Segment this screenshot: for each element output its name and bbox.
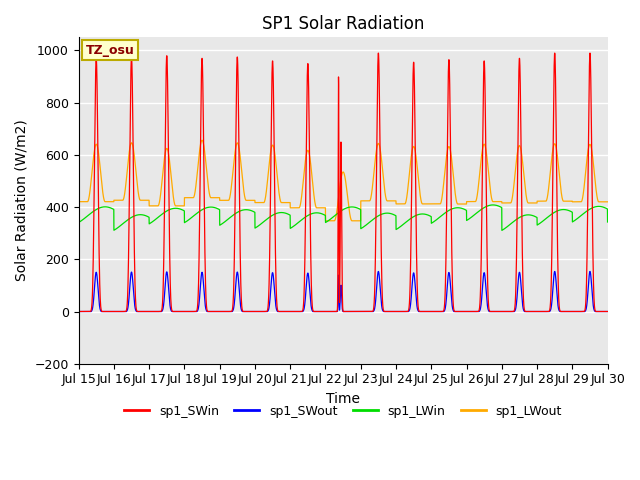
sp1_LWin [432, 217, 440, 223]
sp1_LWin [604, 206, 611, 212]
sp1_SWout [374, 269, 382, 275]
sp1_SWout [323, 309, 331, 314]
sp1_SWin [374, 50, 382, 56]
sp1_LWout [322, 218, 330, 224]
sp1_LWin [498, 228, 506, 233]
sp1_SWin [604, 309, 611, 314]
Line: sp1_SWin: sp1_SWin [79, 53, 607, 312]
sp1_LWout [198, 137, 206, 143]
sp1_SWin [603, 309, 611, 314]
sp1_LWout [324, 218, 332, 224]
sp1_SWout [492, 309, 499, 314]
sp1_SWout [170, 309, 177, 314]
sp1_LWin [492, 202, 499, 208]
sp1_LWin [489, 202, 497, 208]
sp1_SWin [461, 309, 469, 314]
Text: TZ_osu: TZ_osu [86, 44, 134, 57]
sp1_SWout [603, 309, 611, 314]
sp1_LWin [461, 207, 469, 213]
sp1_LWout [75, 199, 83, 204]
sp1_LWout [433, 201, 440, 207]
sp1_SWout [461, 309, 469, 314]
sp1_SWin [170, 309, 177, 314]
Title: SP1 Solar Radiation: SP1 Solar Radiation [262, 15, 424, 33]
sp1_SWin [323, 309, 331, 314]
sp1_LWin [170, 205, 177, 211]
Line: sp1_LWin: sp1_LWin [79, 205, 607, 230]
sp1_LWout [170, 196, 177, 202]
sp1_LWout [604, 199, 611, 204]
sp1_LWin [323, 219, 331, 225]
sp1_SWin [433, 309, 440, 314]
sp1_SWout [433, 309, 440, 314]
Line: sp1_LWout: sp1_LWout [79, 140, 607, 221]
sp1_LWout [462, 201, 470, 207]
Legend: sp1_SWin, sp1_SWout, sp1_LWin, sp1_LWout: sp1_SWin, sp1_SWout, sp1_LWin, sp1_LWout [119, 400, 567, 423]
sp1_SWin [75, 309, 83, 314]
sp1_SWout [75, 309, 83, 314]
Line: sp1_SWout: sp1_SWout [79, 272, 607, 312]
sp1_LWout [604, 199, 611, 204]
X-axis label: Time: Time [326, 392, 360, 406]
sp1_LWin [75, 219, 83, 225]
sp1_LWout [492, 199, 499, 204]
sp1_SWin [492, 309, 499, 314]
Y-axis label: Solar Radiation (W/m2): Solar Radiation (W/m2) [15, 120, 29, 281]
sp1_LWin [604, 219, 611, 225]
sp1_SWout [604, 309, 611, 314]
